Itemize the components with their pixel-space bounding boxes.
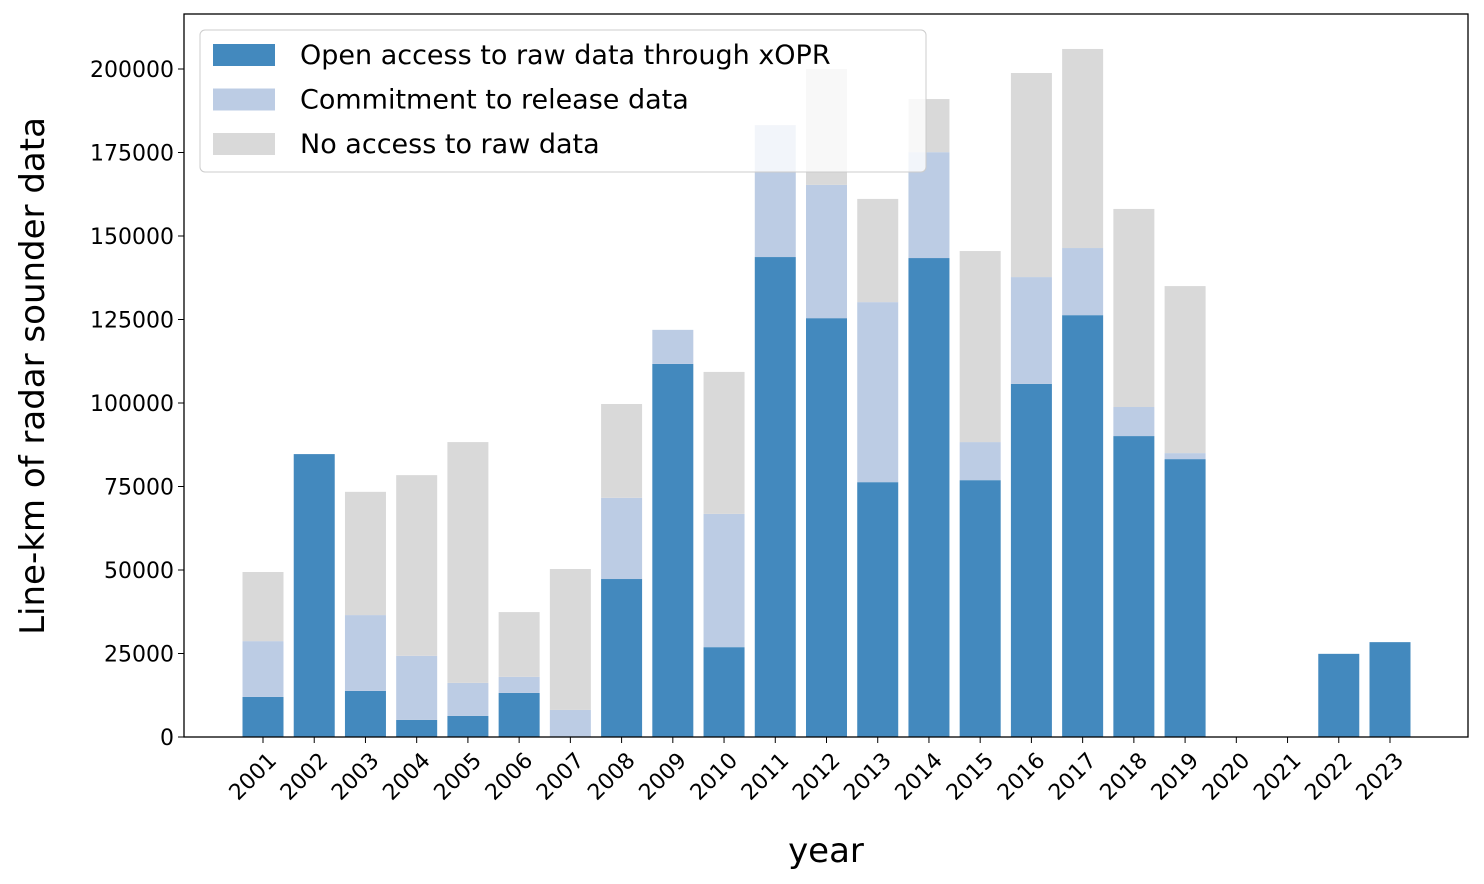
legend-label-3: No access to raw data — [300, 129, 600, 160]
bar-2009-series-2 — [652, 329, 694, 364]
legend-frame — [199, 29, 927, 173]
bar-2019-series-2 — [1164, 453, 1206, 460]
x-tick-label: 2013 — [839, 748, 896, 805]
x-tick-label: 2004 — [378, 748, 435, 805]
x-tick-label: 2010 — [686, 748, 743, 805]
bar-2014-series-1 — [908, 258, 950, 737]
bar-2010-series-3 — [703, 371, 745, 514]
x-tick-label: 2007 — [532, 748, 589, 805]
bar-2013-series-2 — [857, 302, 899, 483]
y-tick-label: 0 — [160, 726, 174, 751]
x-tick-label: 2014 — [891, 748, 948, 805]
bar-2008-series-1 — [601, 579, 643, 737]
legend-swatch-2 — [213, 88, 275, 111]
x-tick-label: 2022 — [1300, 748, 1357, 805]
bar-2001-series-3 — [242, 572, 284, 642]
bar-2010-series-2 — [703, 513, 745, 648]
bar-2015-series-3 — [959, 251, 1001, 443]
bar-2010-series-1 — [703, 647, 745, 737]
legend-label-1: Open access to raw data through xOPR — [300, 40, 831, 71]
legend: Open access to raw data through xOPR Comm… — [199, 29, 927, 173]
bar-2007-series-3 — [549, 568, 591, 710]
y-tick-label: 125000 — [90, 309, 174, 334]
bar-2017-series-3 — [1062, 48, 1104, 249]
legend-label-2: Commitment to release data — [300, 85, 689, 116]
x-tick-label: 2006 — [481, 748, 538, 805]
bar-2008-series-3 — [601, 404, 643, 498]
bar-2018-series-3 — [1113, 208, 1155, 408]
y-tick-label: 75000 — [104, 476, 174, 501]
x-tick-label: 2009 — [635, 748, 692, 805]
bar-2019-series-1 — [1164, 459, 1206, 737]
bar-2005-series-3 — [447, 442, 489, 683]
x-tick-label: 2018 — [1096, 748, 1153, 805]
y-tick-label: 50000 — [104, 559, 174, 584]
plot-frame — [183, 13, 1469, 738]
x-tick-label: 2001 — [225, 748, 282, 805]
x-tick-label: 2020 — [1198, 748, 1255, 805]
bar-2003-series-2 — [344, 615, 386, 691]
bar-2019-series-3 — [1164, 286, 1206, 454]
bar-2022-series-1 — [1318, 653, 1360, 737]
bar-2004-series-2 — [396, 655, 438, 720]
legend-swatch-3 — [213, 133, 275, 155]
bar-2015-series-2 — [959, 442, 1001, 481]
bar-2007-series-2 — [549, 709, 591, 737]
bar-2011-series-1 — [754, 257, 796, 737]
bar-2013-series-3 — [857, 198, 899, 303]
x-tick-label: 2003 — [327, 748, 384, 805]
bar-2012-series-1 — [806, 318, 847, 737]
bar-2001-series-2 — [242, 641, 284, 697]
bar-2015-series-1 — [959, 480, 1001, 737]
x-tick-label: 2019 — [1147, 748, 1204, 805]
bar-2003-series-3 — [344, 491, 386, 616]
bar-2004-series-3 — [396, 475, 438, 656]
x-tick-label: 2021 — [1249, 748, 1306, 805]
bar-2006-series-3 — [498, 612, 540, 677]
x-tick-label: 2023 — [1352, 748, 1409, 805]
legend-swatch-1 — [213, 44, 275, 66]
bar-2023-series-1 — [1369, 642, 1411, 737]
bar-2008-series-2 — [601, 497, 643, 580]
bar-2005-series-1 — [447, 715, 489, 737]
y-tick-label: 100000 — [90, 392, 174, 417]
x-tick-label: 2017 — [1044, 748, 1101, 805]
y-tick-label: 150000 — [90, 225, 174, 250]
bar-2006-series-1 — [498, 692, 540, 737]
x-tick-label: 2002 — [276, 748, 333, 805]
bar-2017-series-2 — [1062, 248, 1104, 316]
y-tick-label: 175000 — [90, 142, 174, 167]
bar-2017-series-1 — [1062, 315, 1104, 737]
bar-2016-series-1 — [1010, 383, 1052, 737]
bar-2012-series-2 — [806, 184, 847, 319]
x-tick-label: 2011 — [737, 748, 794, 805]
y-tick-label: 200000 — [90, 58, 174, 83]
bar-2018-series-1 — [1113, 436, 1155, 737]
y-tick-label: 25000 — [104, 643, 174, 668]
bar-2016-series-2 — [1010, 277, 1052, 384]
bar-2005-series-2 — [447, 682, 489, 716]
x-tick-label: 2016 — [993, 748, 1050, 805]
bar-2002-series-1 — [293, 454, 335, 737]
y-axis-label: Line-km of radar sounder data — [13, 117, 53, 635]
bar-2013-series-1 — [857, 482, 899, 737]
x-tick-label: 2012 — [788, 748, 845, 805]
x-tick-label: 2015 — [942, 748, 999, 805]
bar-2018-series-2 — [1113, 407, 1155, 437]
bar-2009-series-1 — [652, 363, 694, 737]
bars-layer — [242, 48, 1411, 737]
bar-2001-series-1 — [242, 696, 284, 737]
bar-2003-series-1 — [344, 690, 386, 737]
bar-2016-series-3 — [1010, 73, 1052, 278]
x-tick-label: 2005 — [430, 748, 487, 805]
x-tick-label: 2008 — [583, 748, 640, 805]
bar-2006-series-2 — [498, 676, 540, 693]
bar-2004-series-1 — [396, 719, 438, 737]
x-axis-label: year — [788, 831, 864, 871]
